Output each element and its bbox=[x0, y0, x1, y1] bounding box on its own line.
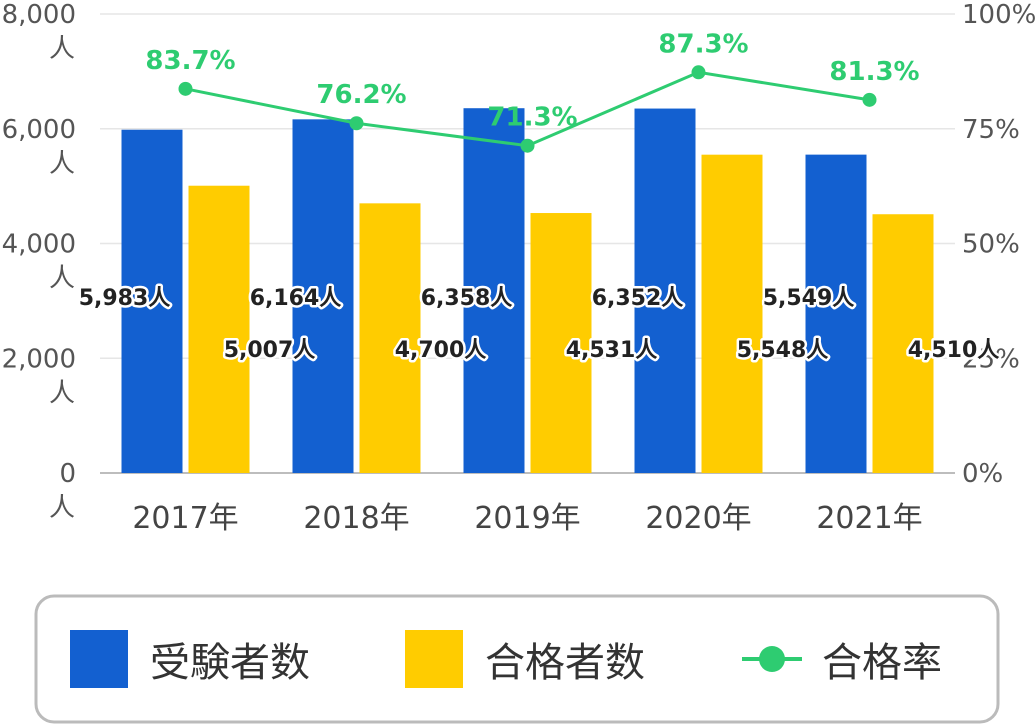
data-label-examinees: 5,983人 bbox=[79, 286, 171, 311]
data-labels: 5,983人 5,007人 6,164人 4,700人 6,358人 4,531人 6,35… bbox=[76, 29, 1002, 365]
category-label: 2017年 bbox=[132, 501, 238, 536]
rate-label: 83.7% bbox=[145, 46, 235, 76]
rate-label: 81.3% bbox=[829, 57, 919, 87]
left-tick-label: 0 bbox=[59, 459, 76, 489]
rate-point bbox=[178, 81, 193, 96]
right-tick-label: 25% bbox=[962, 344, 1020, 374]
data-label-passers: 5,007人 bbox=[224, 338, 316, 363]
bar-examinees bbox=[121, 129, 183, 473]
data-label-examinees: 6,358人 bbox=[421, 286, 513, 311]
bar-passers bbox=[701, 154, 763, 473]
legend-label-passers: 合格者数 bbox=[485, 640, 645, 686]
bar-passers bbox=[872, 214, 934, 473]
category-axis: 2017年 2018年 2019年 2020年 2021年 bbox=[132, 501, 922, 536]
rate-point bbox=[349, 116, 364, 131]
right-axis: 0% 25% 50% 75% 100% bbox=[962, 0, 1035, 489]
left-tick-unit: 人 bbox=[49, 264, 75, 294]
legend-box bbox=[34, 594, 1000, 724]
bar-examinees bbox=[634, 108, 696, 473]
left-tick-unit: 人 bbox=[49, 149, 75, 179]
left-tick-unit: 人 bbox=[49, 378, 75, 408]
rate-point bbox=[862, 92, 877, 107]
legend-swatch-examinees bbox=[70, 630, 128, 688]
left-tick-unit: 人 bbox=[49, 34, 75, 64]
rate-point bbox=[520, 138, 535, 153]
bars bbox=[121, 108, 934, 473]
bar-passers bbox=[530, 213, 592, 473]
left-tick-label: 4,000 bbox=[2, 230, 76, 260]
data-label-passers: 4,531人 bbox=[566, 338, 658, 363]
right-tick-label: 100% bbox=[962, 0, 1035, 30]
category-label: 2021年 bbox=[816, 501, 922, 536]
data-label-examinees: 6,352人 bbox=[592, 286, 684, 311]
legend-marker-rate bbox=[759, 646, 785, 672]
data-label-examinees: 5,549人 bbox=[763, 286, 855, 311]
left-tick-label: 6,000 bbox=[2, 115, 76, 145]
data-label-passers: 5,548人 bbox=[737, 338, 829, 363]
right-tick-label: 50% bbox=[962, 230, 1020, 260]
rate-point bbox=[691, 65, 706, 80]
right-tick-label: 0% bbox=[962, 459, 1003, 489]
bar-examinees bbox=[292, 119, 354, 473]
bar-examinees bbox=[805, 154, 867, 473]
legend-label-examinees: 受験者数 bbox=[150, 640, 310, 686]
right-tick-label: 75% bbox=[962, 115, 1020, 145]
bar-passers bbox=[359, 203, 421, 473]
rate-label: 71.3% bbox=[487, 103, 577, 133]
data-label-passers: 4,700人 bbox=[395, 338, 487, 363]
left-tick-label: 2,000 bbox=[2, 344, 76, 374]
rate-label: 87.3% bbox=[658, 29, 748, 59]
left-axis: 0 人 2,000 人 4,000 人 6,000 人 8,000 人 bbox=[2, 0, 76, 523]
category-label: 2019年 bbox=[474, 501, 580, 536]
legend-label-rate: 合格率 bbox=[822, 640, 942, 686]
legend: 受験者数 合格者数 合格率 bbox=[34, 594, 1000, 724]
data-label-passers: 4,510人 bbox=[908, 338, 1000, 363]
left-tick-label: 8,000 bbox=[2, 0, 76, 30]
rate-label: 76.2% bbox=[316, 80, 406, 110]
rate-line bbox=[178, 65, 877, 153]
category-label: 2018年 bbox=[303, 501, 409, 536]
data-label-examinees: 6,164人 bbox=[250, 286, 342, 311]
left-tick-unit: 人 bbox=[49, 493, 75, 523]
legend-swatch-passers bbox=[405, 630, 463, 688]
bar-examinees bbox=[463, 108, 525, 473]
bar-passers bbox=[188, 185, 250, 473]
category-label: 2020年 bbox=[645, 501, 751, 536]
